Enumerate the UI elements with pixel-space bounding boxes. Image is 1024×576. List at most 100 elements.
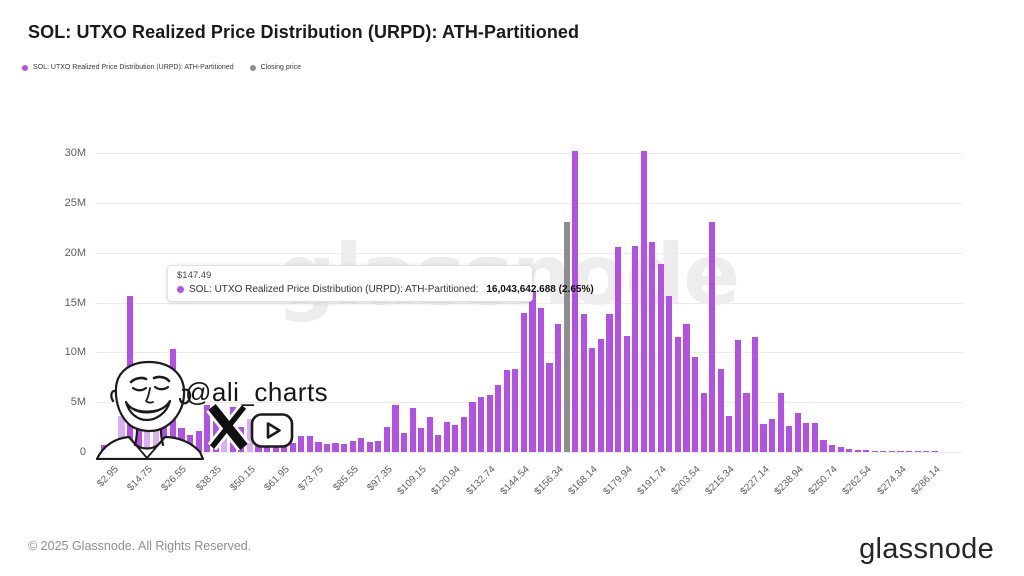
bar[interactable] (683, 323, 690, 452)
gridline (95, 452, 963, 453)
bar[interactable] (392, 405, 399, 452)
bar[interactable] (204, 405, 211, 452)
y-axis-label: 15M (64, 296, 86, 309)
bar[interactable] (537, 307, 545, 452)
gridline (95, 252, 963, 254)
bar[interactable] (734, 340, 741, 452)
bar[interactable] (409, 408, 416, 452)
bar[interactable] (649, 241, 656, 452)
bar[interactable] (546, 363, 553, 452)
bar[interactable] (520, 312, 527, 452)
bar[interactable] (469, 402, 476, 452)
closing-price-bar[interactable] (563, 221, 570, 452)
bar[interactable] (666, 295, 673, 452)
bar[interactable] (674, 337, 682, 452)
bar[interactable] (657, 263, 664, 452)
bar[interactable] (152, 416, 159, 452)
bar[interactable] (717, 369, 724, 452)
bar[interactable] (503, 370, 510, 452)
bar[interactable] (366, 442, 373, 452)
bar[interactable] (426, 417, 433, 452)
bar[interactable] (349, 441, 356, 452)
artist-handle: @ali_charts (185, 377, 329, 407)
series-dot-icon (177, 286, 184, 293)
bar[interactable] (863, 450, 870, 452)
bar[interactable] (820, 440, 827, 452)
artist-face-sketch (95, 360, 205, 460)
bar[interactable] (888, 451, 896, 452)
bar[interactable] (358, 438, 365, 452)
bar[interactable] (375, 441, 382, 452)
bar[interactable] (786, 426, 793, 452)
bar[interactable] (700, 393, 707, 452)
bar[interactable] (794, 413, 801, 452)
bar[interactable] (418, 428, 425, 452)
bar[interactable] (854, 449, 861, 452)
bar[interactable] (306, 436, 313, 452)
bar[interactable] (555, 323, 562, 452)
bar[interactable] (589, 348, 596, 452)
legend-item-urpd[interactable]: SOL: UTXO Realized Price Distribution (U… (22, 64, 234, 71)
bar[interactable] (623, 336, 630, 452)
bar[interactable] (195, 431, 202, 452)
bar[interactable] (443, 422, 450, 452)
bar[interactable] (743, 393, 750, 452)
bar[interactable] (246, 419, 254, 452)
legend-item-closing-price[interactable]: Closing price (249, 64, 302, 71)
bar[interactable] (614, 246, 622, 452)
bar[interactable] (332, 443, 339, 452)
bar[interactable] (777, 393, 784, 452)
bar[interactable] (632, 245, 639, 452)
legend-item-label: Closing price (260, 64, 302, 71)
bar[interactable] (323, 444, 331, 452)
bar[interactable] (495, 385, 502, 452)
bar[interactable] (135, 429, 142, 452)
bar[interactable] (640, 151, 647, 452)
bar[interactable] (580, 313, 587, 452)
tooltip-series-label: SOL: UTXO Realized Price Distribution (U… (189, 284, 479, 295)
bar[interactable] (460, 417, 468, 452)
bar[interactable] (383, 427, 390, 452)
bar[interactable] (871, 450, 878, 452)
bar[interactable] (341, 444, 348, 452)
bar[interactable] (923, 451, 930, 452)
bar[interactable] (769, 419, 776, 452)
bar[interactable] (572, 151, 579, 452)
bar[interactable] (811, 423, 818, 452)
bar[interactable] (452, 425, 459, 452)
y-axis-label: 5M (70, 396, 86, 409)
bar[interactable] (931, 451, 938, 452)
bar[interactable] (828, 445, 836, 452)
bar[interactable] (486, 395, 493, 452)
bar[interactable] (846, 448, 853, 452)
y-axis-label: 10M (64, 346, 86, 359)
bar[interactable] (905, 451, 913, 452)
gridline (95, 203, 963, 204)
bar[interactable] (691, 357, 699, 452)
bar[interactable] (118, 416, 125, 452)
bar[interactable] (709, 221, 716, 452)
bar[interactable] (803, 423, 810, 452)
bar[interactable] (751, 337, 759, 452)
bar[interactable] (597, 339, 604, 452)
bar[interactable] (144, 413, 151, 452)
bar[interactable] (880, 451, 887, 452)
bar[interactable] (529, 292, 536, 452)
bar[interactable] (435, 435, 442, 452)
bar[interactable] (837, 447, 844, 452)
bar[interactable] (914, 451, 921, 452)
bar[interactable] (477, 397, 485, 452)
tooltip-price: $147.49 (177, 270, 212, 281)
bar[interactable] (400, 433, 408, 452)
bar[interactable] (512, 369, 519, 452)
bar[interactable] (726, 416, 733, 452)
series-dot-icon (249, 64, 256, 71)
bar[interactable] (760, 424, 767, 452)
bar[interactable] (606, 313, 613, 452)
bar[interactable] (289, 443, 296, 452)
bar[interactable] (221, 430, 228, 452)
page-title: SOL: UTXO Realized Price Distribution (U… (28, 22, 580, 42)
bar[interactable] (897, 451, 904, 452)
bar[interactable] (298, 436, 305, 452)
bar[interactable] (315, 442, 322, 452)
